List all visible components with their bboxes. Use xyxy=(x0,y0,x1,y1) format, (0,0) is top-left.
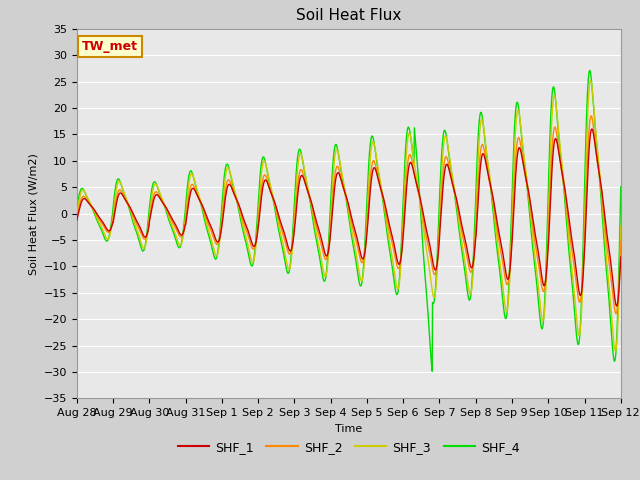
SHF_4 xyxy=(553,108,561,113)
Text: TW_met: TW_met xyxy=(82,40,138,53)
SHF_4 xyxy=(255,193,262,199)
SHF_3 xyxy=(433,270,441,276)
Line: SHF_2: SHF_2 xyxy=(77,116,621,313)
SHF_2 xyxy=(617,238,625,244)
Legend: SHF_1, SHF_2, SHF_3, SHF_4: SHF_1, SHF_2, SHF_3, SHF_4 xyxy=(173,436,525,459)
SHF_1 xyxy=(433,262,441,267)
SHF_1 xyxy=(180,226,188,231)
SHF_1 xyxy=(504,276,512,282)
SHF_2 xyxy=(612,311,620,316)
SHF_2 xyxy=(194,193,202,199)
SHF_3 xyxy=(180,223,188,229)
SHF_2 xyxy=(255,215,262,221)
SHF_4 xyxy=(434,248,442,253)
Line: SHF_4: SHF_4 xyxy=(77,71,621,371)
SHF_3 xyxy=(587,78,595,84)
SHF_4 xyxy=(505,289,513,295)
SHF_4 xyxy=(617,184,625,190)
SHF_3 xyxy=(73,213,81,218)
SHF_1 xyxy=(73,217,81,223)
SHF_3 xyxy=(552,102,560,108)
SHF_4 xyxy=(194,190,202,196)
SHF_1 xyxy=(255,221,262,227)
SHF_2 xyxy=(180,223,188,229)
SHF_1 xyxy=(552,136,560,142)
SHF_2 xyxy=(433,260,441,266)
SHF_1 xyxy=(194,193,202,199)
SHF_2 xyxy=(504,280,512,286)
SHF_2 xyxy=(73,215,81,221)
SHF_2 xyxy=(588,113,595,119)
SHF_2 xyxy=(552,128,560,133)
SHF_3 xyxy=(255,207,262,213)
SHF_4 xyxy=(428,368,436,374)
SHF_1 xyxy=(588,126,596,132)
SHF_1 xyxy=(617,254,625,260)
SHF_4 xyxy=(586,68,594,73)
SHF_3 xyxy=(617,223,625,229)
Title: Soil Heat Flux: Soil Heat Flux xyxy=(296,9,401,24)
SHF_4 xyxy=(180,216,188,221)
SHF_4 xyxy=(73,206,81,212)
SHF_3 xyxy=(194,189,202,195)
SHF_3 xyxy=(612,348,620,354)
Y-axis label: Soil Heat Flux (W/m2): Soil Heat Flux (W/m2) xyxy=(28,153,38,275)
SHF_3 xyxy=(504,301,512,307)
Line: SHF_1: SHF_1 xyxy=(77,129,621,306)
SHF_1 xyxy=(613,303,621,309)
X-axis label: Time: Time xyxy=(335,424,362,433)
Line: SHF_3: SHF_3 xyxy=(77,81,621,351)
